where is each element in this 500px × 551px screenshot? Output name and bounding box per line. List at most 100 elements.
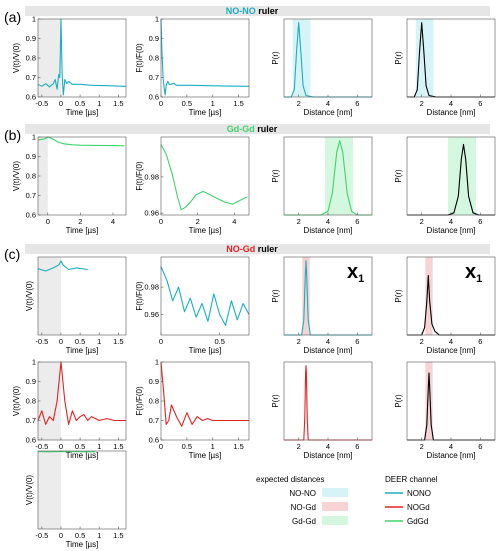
y-tick-label: 0.7 <box>149 416 159 425</box>
x-axis-label: Distance [nm] <box>304 226 353 235</box>
x-tick-label: 4 <box>326 442 330 451</box>
section-a-ruler-name: NO-NO <box>226 6 256 16</box>
x-axis-label: Time [µs] <box>66 540 99 549</box>
y-axis-label: F(t)/F(0) <box>135 43 144 73</box>
axes-frame <box>160 256 250 336</box>
x-tick-label: 6 <box>355 99 359 108</box>
x-tick-label: 4 <box>449 99 453 108</box>
x-tick-label: 4 <box>449 337 453 346</box>
x-axis-label: Time [µs] <box>189 226 222 235</box>
axes-frame <box>283 256 373 336</box>
y-tick-label: 0.8 <box>26 54 36 63</box>
x-tick-label: 0.5 <box>182 99 192 108</box>
y-tick-label: 1 <box>32 133 36 142</box>
legend-label-nogd: NOGd <box>407 503 430 512</box>
x-tick-label: 2 <box>297 99 301 108</box>
y-tick-label: 0.96 <box>144 310 159 319</box>
x-tick-label: 1 <box>97 99 101 108</box>
y-tick-label: 0.9 <box>149 34 159 43</box>
legend-label-nono: NONO <box>407 489 431 498</box>
y-axis-label: P(r) <box>394 289 403 303</box>
section-a-title: NO-NO ruler <box>226 6 279 16</box>
y-tick-label: 0.9 <box>26 377 36 386</box>
x-tick-label: 0.5 <box>75 442 85 451</box>
series-line <box>160 361 249 427</box>
x-tick-label: 1 <box>97 531 101 540</box>
x-tick-label: 1.5 <box>113 531 123 540</box>
y-tick-label: 0.6 <box>149 93 159 102</box>
x-tick-label: 1 <box>97 442 101 451</box>
x-tick-label: 4 <box>111 217 115 226</box>
series-line <box>160 266 250 326</box>
y-tick-label: 0.9 <box>26 34 36 43</box>
y-axis-label: P(r) <box>394 394 403 408</box>
x-tick-label: 4 <box>232 217 236 226</box>
series-line <box>284 140 372 216</box>
x-tick-label: 2 <box>420 99 424 108</box>
x-tick-label: 2 <box>297 217 301 226</box>
y-tick-label: 0.7 <box>149 73 159 82</box>
section-b-header-bar <box>25 124 490 134</box>
section-b-ruler-suffix: ruler <box>255 124 278 134</box>
zero-time-shade <box>38 19 61 97</box>
series-line <box>37 361 126 425</box>
zero-time-shade <box>38 257 61 335</box>
x-tick-label: 2 <box>420 337 424 346</box>
x-tick-label: 0 <box>59 337 63 346</box>
x-tick-label: -0.5 <box>35 442 48 451</box>
series-line <box>407 372 495 441</box>
scale-mark-c4: x1 <box>465 261 482 285</box>
series-line <box>37 136 125 147</box>
legend-swatch-no-no <box>322 488 348 497</box>
x-tick-label: 0.5 <box>75 337 85 346</box>
axes-frame <box>160 136 250 216</box>
x-tick-label: 1 <box>211 442 215 451</box>
x-axis-label: Distance [nm] <box>427 451 476 460</box>
zero-time-shade <box>38 137 48 215</box>
x-tick-label: 0.5 <box>214 337 224 346</box>
x-tick-label: 0.5 <box>75 531 85 540</box>
y-tick-label: 0.6 <box>26 211 36 220</box>
axes-frame <box>160 361 250 441</box>
x-tick-label: 4 <box>326 217 330 226</box>
x-tick-label: 2 <box>78 217 82 226</box>
x-tick-label: 4 <box>449 442 453 451</box>
y-tick-label: 1 <box>155 15 159 24</box>
x-tick-label: 2 <box>420 217 424 226</box>
x-axis-label: Time [µs] <box>189 451 222 460</box>
y-tick-label: 0.8 <box>26 397 36 406</box>
x-tick-label: 6 <box>478 337 482 346</box>
x-tick-label: 0 <box>159 442 163 451</box>
y-axis-label: V(t)/V(0) <box>25 281 34 312</box>
x-tick-label: 6 <box>355 217 359 226</box>
chart-e1: -0.5 0 0.5 1 1.5 Time [µs] V(t)/V(0) <box>25 450 127 549</box>
x-tick-label: 2 <box>297 442 301 451</box>
series-line <box>407 143 495 216</box>
series-line <box>407 275 495 336</box>
series-line <box>160 18 250 96</box>
y-tick-label: 0.96 <box>144 209 159 218</box>
y-tick-label: 0.9 <box>149 377 159 386</box>
series-line <box>37 260 88 272</box>
zero-time-shade <box>38 362 61 440</box>
series-line <box>284 260 372 336</box>
y-axis-label: P(r) <box>394 169 403 183</box>
section-b-ruler-name: Gd-Gd <box>227 124 255 134</box>
section-c-ruler-suffix: ruler <box>255 244 278 254</box>
y-axis-label: P(r) <box>271 394 280 408</box>
series-line <box>284 22 372 98</box>
chart-c1: -0.5 0 0.5 1 1.5 Time [µs] V(t)/V(0) <box>25 256 127 355</box>
x-tick-label: 0 <box>59 442 63 451</box>
x-tick-label: 6 <box>355 442 359 451</box>
legend-label-gd-gd: Gd-Gd <box>292 517 316 526</box>
x-axis-label: Time [µs] <box>189 108 222 117</box>
x-tick-label: 1 <box>211 99 215 108</box>
y-tick-label: 0.7 <box>26 416 36 425</box>
x-tick-label: 0 <box>159 337 163 346</box>
y-tick-label: 0.9 <box>26 152 36 161</box>
x-tick-label: 6 <box>478 442 482 451</box>
